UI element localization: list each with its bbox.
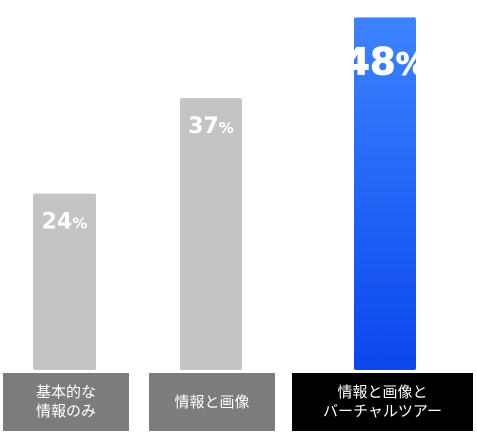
bar-1-value-label: 24% bbox=[42, 210, 88, 235]
bar-2-value-label: 37% bbox=[188, 114, 234, 139]
category-label-basic-info: 基本的な 情報のみ bbox=[3, 373, 129, 431]
category-label-virtual-tour: 情報と画像と バーチャルツアー bbox=[292, 373, 473, 431]
bar-2 bbox=[180, 98, 242, 370]
category-label-info-images: 情報と画像 bbox=[149, 373, 275, 431]
bar-3 bbox=[354, 17, 416, 371]
bar-3-value-label: 48% bbox=[344, 40, 426, 83]
bar-1 bbox=[33, 193, 96, 370]
bars-group: 24% 37% 48% bbox=[33, 17, 426, 371]
